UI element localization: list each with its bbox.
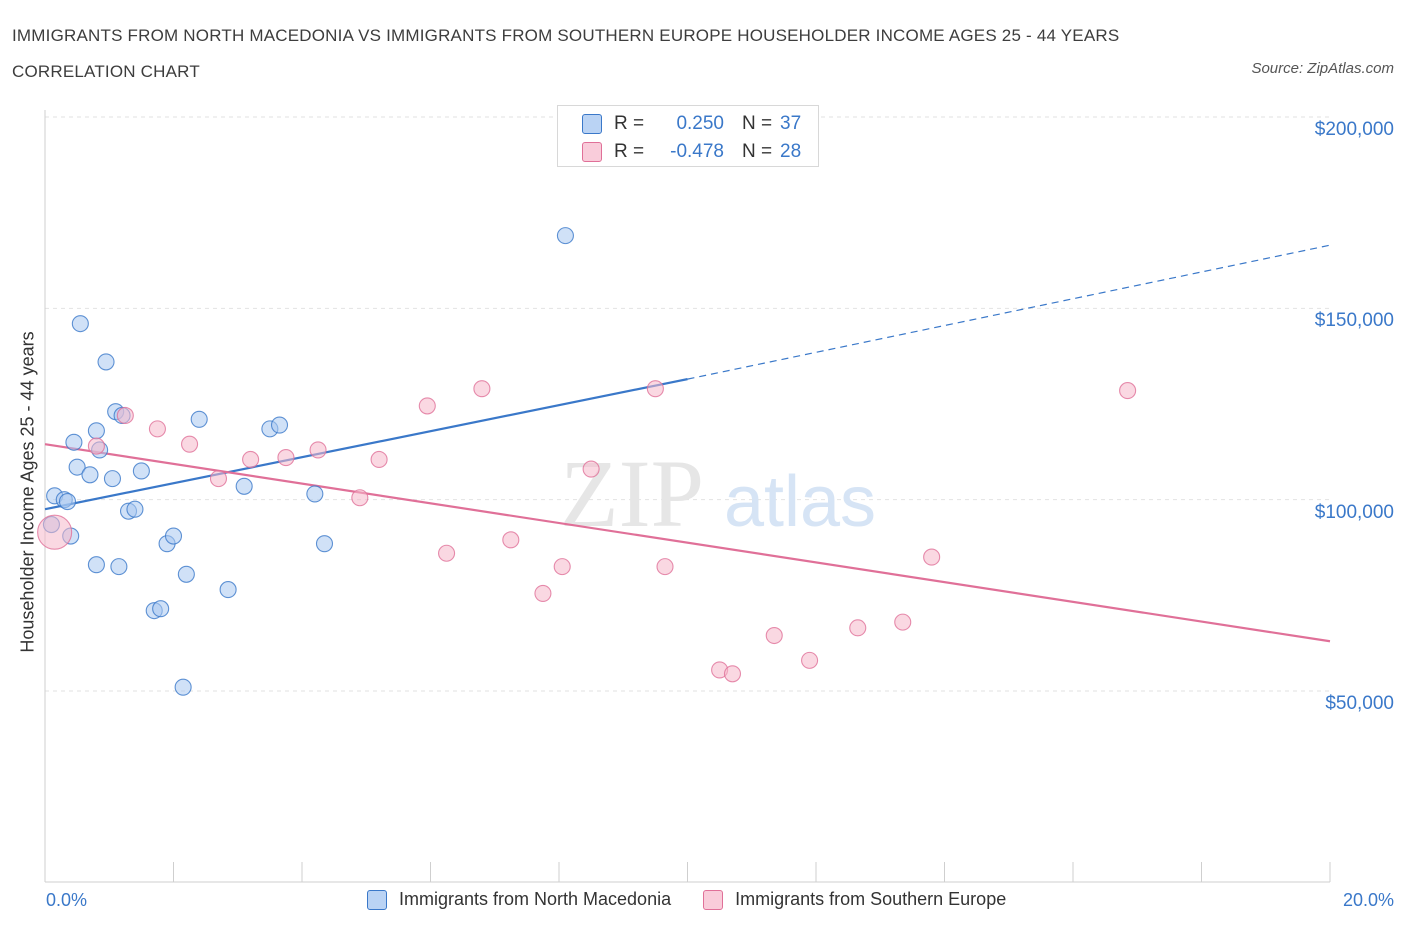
legend-r-label: R = <box>614 141 645 162</box>
data-point <box>502 531 520 549</box>
source-label: Source: ZipAtlas.com <box>1251 60 1394 77</box>
data-point <box>351 489 369 507</box>
data-point <box>103 470 122 488</box>
series-name: Immigrants from Southern Europe <box>735 889 1007 909</box>
trend-line <box>44 443 1331 643</box>
data-point <box>58 493 77 511</box>
data-point <box>148 420 166 438</box>
data-point <box>97 353 115 371</box>
watermark-zip: ZIP <box>560 440 704 547</box>
x-tick-label-min: 0.0% <box>46 890 88 910</box>
data-point <box>190 410 208 428</box>
legend-row-macedonia: R = 0.250 N = 37 <box>582 112 801 136</box>
data-point <box>765 626 783 645</box>
series-legend-southern-europe[interactable]: Immigrants from Southern Europe <box>703 889 1006 910</box>
legend-n-label: N = <box>742 141 773 162</box>
data-point <box>801 651 819 669</box>
chart-title: IMMIGRANTS FROM NORTH MACEDONIA VS IMMIG… <box>12 26 1120 81</box>
data-point <box>418 397 436 415</box>
data-point <box>235 477 253 495</box>
axes <box>44 110 1331 883</box>
data-point <box>315 535 334 553</box>
series-name: Immigrants from North Macedonia <box>399 889 672 909</box>
watermark-atlas: atlas <box>724 462 876 542</box>
data-point <box>277 449 295 467</box>
data-point <box>181 435 199 453</box>
data-point <box>116 406 134 425</box>
trend-lines <box>44 244 1331 643</box>
series-legend: Immigrants from North Macedonia Immigran… <box>367 889 1038 910</box>
data-point <box>81 466 99 484</box>
data-point <box>37 514 73 550</box>
legend-row-southern-europe: R = -0.478 N = 28 <box>582 140 801 164</box>
y-tick-label: $150,000 <box>1314 310 1394 332</box>
data-point <box>723 665 742 683</box>
data-point <box>553 558 571 576</box>
y-tick-label: $200,000 <box>1314 119 1394 140</box>
legend-r-label: R = <box>614 113 645 134</box>
data-point <box>65 433 83 451</box>
data-point <box>556 227 574 245</box>
data-point <box>309 441 327 459</box>
data-point <box>87 556 105 574</box>
legend-n-value: 28 <box>780 141 802 162</box>
legend-n-label: N = <box>742 113 773 134</box>
legend-swatch-pink <box>582 142 602 162</box>
data-point <box>894 613 912 631</box>
legend-r-value: 0.250 <box>676 113 724 134</box>
data-point <box>68 458 86 476</box>
watermark: ZIP atlas <box>560 440 876 547</box>
data-point <box>132 462 150 480</box>
data-point <box>923 548 941 566</box>
series-swatch-pink <box>703 889 724 910</box>
data-point <box>242 450 260 469</box>
data-point <box>646 380 664 398</box>
trend-line-extension <box>687 244 1331 380</box>
data-point <box>438 544 456 562</box>
y-axis-title: Householder Income Ages 25 - 44 years <box>17 331 38 653</box>
data-point <box>1119 382 1137 400</box>
data-point <box>582 460 600 478</box>
data-point <box>174 678 192 696</box>
data-point <box>87 422 105 440</box>
data-point <box>306 485 324 503</box>
legend-n-value: 37 <box>780 113 802 134</box>
trend-line <box>44 378 688 511</box>
data-point <box>370 450 388 469</box>
data-point <box>534 584 552 602</box>
grid-lines <box>45 116 1330 692</box>
y-tick-label: $50,000 <box>1325 693 1394 714</box>
data-point <box>87 437 105 455</box>
data-point <box>473 380 491 398</box>
series-legend-macedonia[interactable]: Immigrants from North Macedonia <box>367 889 671 910</box>
correlation-legend: R = 0.250 N = 37 R = -0.478 N = 28 <box>557 105 819 167</box>
data-point <box>71 315 89 333</box>
data-point <box>849 619 867 637</box>
legend-swatch-blue <box>582 114 602 134</box>
data-point <box>152 600 170 618</box>
data-point <box>209 470 228 488</box>
y-tick-label: $100,000 <box>1314 501 1394 523</box>
data-points <box>37 227 1137 696</box>
data-point <box>270 416 289 434</box>
x-tick-label-max: 20.0% <box>1342 890 1394 910</box>
series-swatch-blue <box>367 889 387 910</box>
data-point <box>656 558 674 576</box>
data-point <box>219 581 237 599</box>
legend-r-value: -0.478 <box>670 141 724 162</box>
data-point <box>164 527 183 545</box>
data-point <box>110 558 128 576</box>
data-point <box>177 565 195 583</box>
data-point <box>126 500 144 518</box>
